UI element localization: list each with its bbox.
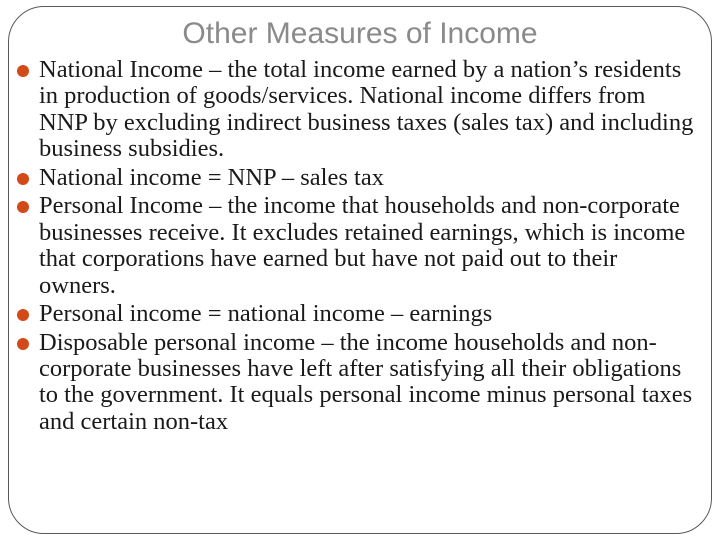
list-item: Personal income = national income – earn… — [39, 301, 699, 327]
list-item: National income = NNP – sales tax — [39, 165, 699, 191]
slide-frame: Other Measures of Income National Income… — [8, 6, 712, 534]
list-item: Personal Income – the income that househ… — [39, 193, 699, 299]
slide-title: Other Measures of Income — [9, 17, 711, 51]
list-item: National Income – the total income earne… — [39, 57, 699, 163]
slide: Other Measures of Income National Income… — [0, 0, 720, 540]
bullet-list: National Income – the total income earne… — [9, 57, 711, 435]
list-item: Disposable personal income – the income … — [39, 330, 699, 436]
